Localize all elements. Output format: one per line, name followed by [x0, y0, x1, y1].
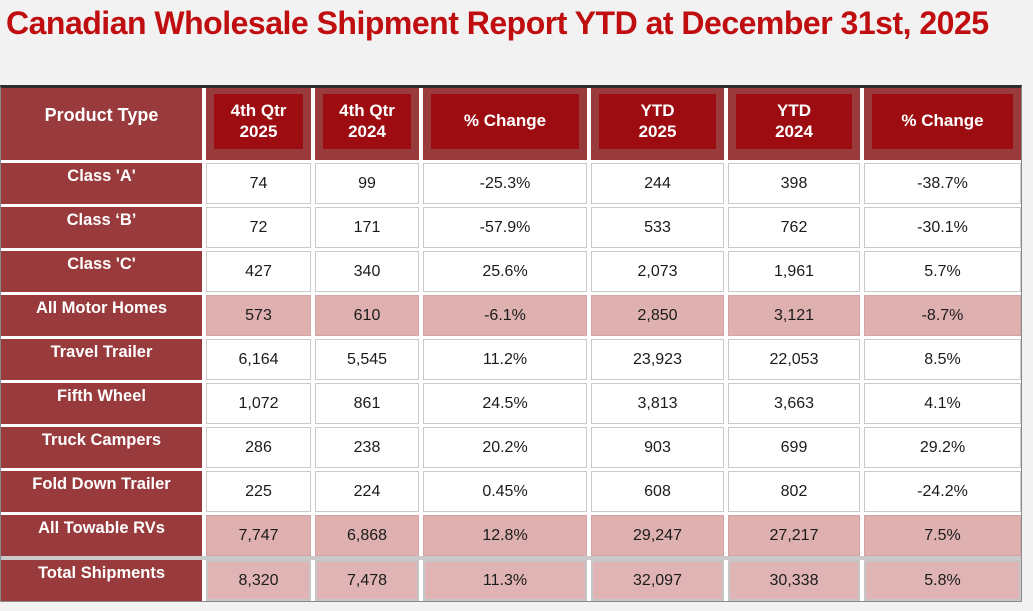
- data-cell: 0.45%: [423, 471, 587, 512]
- table-row-class-c: Class 'C' 427 340 25.6% 2,073 1,961 5.7%: [1, 251, 1021, 292]
- row-label: Travel Trailer: [1, 339, 202, 380]
- data-cell: 7.5%: [864, 515, 1021, 556]
- data-cell: 29.2%: [864, 427, 1021, 468]
- header-box: % Change: [872, 94, 1013, 149]
- header-cell-product-type: Product Type: [1, 88, 202, 160]
- data-cell: 5,545: [315, 339, 419, 380]
- data-cell: -8.7%: [864, 295, 1021, 336]
- row-label: Class 'A': [1, 163, 202, 204]
- data-cell: 99: [315, 163, 419, 204]
- header-cell--change: % Change: [423, 88, 587, 160]
- data-cell: 29,247: [591, 515, 724, 556]
- data-cell: 8.5%: [864, 339, 1021, 380]
- data-cell: 6,868: [315, 515, 419, 556]
- data-cell: 3,121: [728, 295, 860, 336]
- data-cell: 2,850: [591, 295, 724, 336]
- data-cell: -38.7%: [864, 163, 1021, 204]
- data-cell: 8,320: [206, 560, 311, 601]
- data-cell: 1,961: [728, 251, 860, 292]
- data-cell: 762: [728, 207, 860, 248]
- data-cell: 12.8%: [423, 515, 587, 556]
- data-cell: 4.1%: [864, 383, 1021, 424]
- header-box: YTD 2024: [736, 94, 852, 149]
- header-cell--change: % Change: [864, 88, 1021, 160]
- header-cell-4th-qtr-2025: 4th Qtr 2025: [206, 88, 311, 160]
- table-row-total-shipments: Total Shipments 8,320 7,478 11.3% 32,097 30,3…: [1, 560, 1021, 601]
- data-cell: 27,217: [728, 515, 860, 556]
- data-cell: 610: [315, 295, 419, 336]
- data-cell: -24.2%: [864, 471, 1021, 512]
- data-cell: 20.2%: [423, 427, 587, 468]
- row-label: Class 'C': [1, 251, 202, 292]
- data-cell: -25.3%: [423, 163, 587, 204]
- table-row-class-b: Class ‘B’ 72 171 -57.9% 533 762 -30.1%: [1, 207, 1021, 248]
- data-cell: 6,164: [206, 339, 311, 380]
- row-label: Class ‘B’: [1, 207, 202, 248]
- data-cell: 238: [315, 427, 419, 468]
- table-row-travel-trailer: Travel Trailer 6,164 5,545 11.2% 23,923 22,05…: [1, 339, 1021, 380]
- data-cell: 398: [728, 163, 860, 204]
- data-cell: 11.3%: [423, 560, 587, 601]
- table-row-all-towable-rvs: All Towable RVs 7,747 6,868 12.8% 29,247 27,2…: [1, 515, 1021, 556]
- data-cell: 340: [315, 251, 419, 292]
- table-row-truck-campers: Truck Campers 286 238 20.2% 903 699 29.2%: [1, 427, 1021, 468]
- data-cell: 7,747: [206, 515, 311, 556]
- data-cell: 1,072: [206, 383, 311, 424]
- data-cell: -6.1%: [423, 295, 587, 336]
- table-row-all-motor-homes: All Motor Homes 573 610 -6.1% 2,850 3,121 -8.7…: [1, 295, 1021, 336]
- data-cell: 903: [591, 427, 724, 468]
- header-cell-ytd-2025: YTD 2025: [591, 88, 724, 160]
- data-cell: 427: [206, 251, 311, 292]
- header-box: YTD 2025: [599, 94, 716, 149]
- data-cell: 5.8%: [864, 560, 1021, 601]
- data-cell: 24.5%: [423, 383, 587, 424]
- row-label: Fold Down Trailer: [1, 471, 202, 512]
- data-cell: 11.2%: [423, 339, 587, 380]
- data-cell: 25.6%: [423, 251, 587, 292]
- header-cell-4th-qtr-2024: 4th Qtr 2024: [315, 88, 419, 160]
- data-cell: 2,073: [591, 251, 724, 292]
- row-label: All Towable RVs: [1, 515, 202, 556]
- header-box: 4th Qtr 2025: [214, 94, 303, 149]
- data-cell: 171: [315, 207, 419, 248]
- data-cell: 225: [206, 471, 311, 512]
- data-cell: -57.9%: [423, 207, 587, 248]
- data-cell: 7,478: [315, 560, 419, 601]
- data-cell: 224: [315, 471, 419, 512]
- data-cell: 74: [206, 163, 311, 204]
- header-box: % Change: [431, 94, 579, 149]
- data-cell: 3,663: [728, 383, 860, 424]
- table-row-fold-down-trailer: Fold Down Trailer 225 224 0.45% 608 802 -24.2%: [1, 471, 1021, 512]
- header-box: 4th Qtr 2024: [323, 94, 411, 149]
- table-header-row: Product Type 4th Qtr 2025 4th Qtr 2024 % Chan…: [1, 88, 1021, 160]
- report-title: Canadian Wholesale Shipment Report YTD a…: [6, 5, 989, 41]
- data-cell: 72: [206, 207, 311, 248]
- data-cell: 5.7%: [864, 251, 1021, 292]
- data-cell: 22,053: [728, 339, 860, 380]
- data-cell: 244: [591, 163, 724, 204]
- data-cell: 861: [315, 383, 419, 424]
- data-cell: 286: [206, 427, 311, 468]
- data-cell: 802: [728, 471, 860, 512]
- data-cell: 608: [591, 471, 724, 512]
- data-cell: 699: [728, 427, 860, 468]
- row-label: Total Shipments: [1, 560, 202, 601]
- table-body: Class 'A' 74 99 -25.3% 244 398 -38.7% Class ‘B’…: [1, 163, 1021, 601]
- data-cell: 533: [591, 207, 724, 248]
- data-cell: 23,923: [591, 339, 724, 380]
- table-row-class-a: Class 'A' 74 99 -25.3% 244 398 -38.7%: [1, 163, 1021, 204]
- data-cell: 573: [206, 295, 311, 336]
- data-cell: 3,813: [591, 383, 724, 424]
- row-label: Truck Campers: [1, 427, 202, 468]
- table-row-fifth-wheel: Fifth Wheel 1,072 861 24.5% 3,813 3,663 4.1%: [1, 383, 1021, 424]
- data-cell: 30,338: [728, 560, 860, 601]
- data-cell: 32,097: [591, 560, 724, 601]
- data-cell: -30.1%: [864, 207, 1021, 248]
- shipment-table: Product Type 4th Qtr 2025 4th Qtr 2024 % Chan…: [0, 85, 1022, 602]
- row-label: Fifth Wheel: [1, 383, 202, 424]
- header-cell-ytd-2024: YTD 2024: [728, 88, 860, 160]
- row-label: All Motor Homes: [1, 295, 202, 336]
